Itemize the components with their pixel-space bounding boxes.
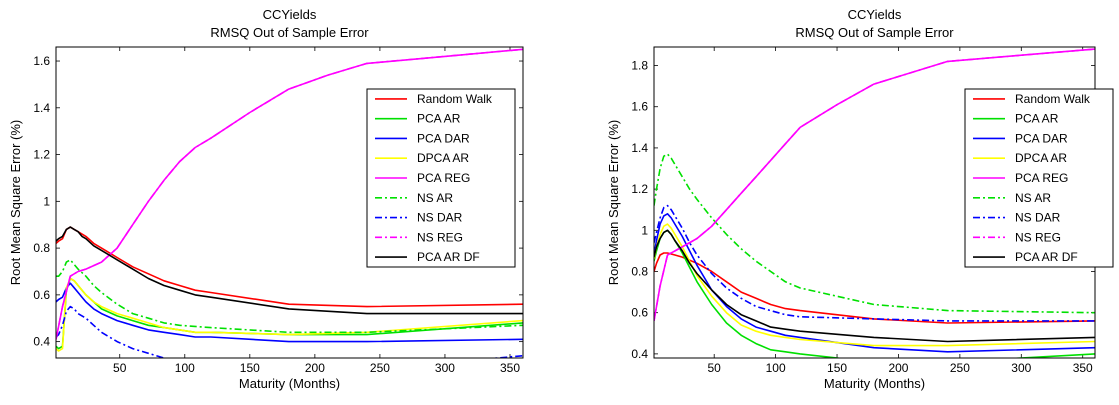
legend-label: NS AR: [417, 191, 453, 205]
y-tick-label: 0.6: [631, 306, 648, 320]
x-axis-label: Maturity (Months): [239, 376, 340, 391]
x-tick-label: 100: [766, 361, 786, 375]
y-tick-label: 1.2: [631, 182, 648, 196]
chart-subtitle: RMSQ Out of Sample Error: [210, 25, 369, 40]
series-line-ns-reg: [654, 48, 1095, 322]
y-tick-label: 0.4: [631, 347, 648, 361]
x-tick-label: 50: [708, 361, 722, 375]
x-tick-label: 150: [240, 361, 260, 375]
series-group: [56, 48, 523, 358]
legend-label: PCA AR: [1015, 112, 1059, 126]
series-line-ns-ar: [56, 258, 523, 334]
y-axis-label: Root Mean Square Error (%): [606, 120, 621, 285]
series-line-pca-ar-df: [654, 229, 1095, 343]
chart-subtitle: RMSQ Out of Sample Error: [795, 25, 954, 40]
x-tick-label: 300: [1011, 361, 1031, 375]
y-tick-label: 0.4: [33, 335, 50, 349]
legend-label: Random Walk: [417, 92, 493, 106]
chart-title: CCYields: [263, 7, 317, 22]
legend-label: PCA AR DF: [1015, 250, 1078, 264]
y-tick-label: 1.4: [631, 141, 648, 155]
x-tick-label: 100: [175, 361, 195, 375]
chart-panel-1: CCYields RMSQ Out of Sample Error 50 100 150…: [8, 7, 524, 391]
series-line-ns-dar: [56, 305, 523, 358]
series-line-pca-ar-df: [56, 226, 523, 315]
legend-label: PCA REG: [417, 171, 470, 185]
series-line-pca-reg: [56, 48, 523, 340]
x-tick-label: 250: [950, 361, 970, 375]
y-tick-label: 0.8: [631, 264, 648, 278]
legend-label: NS AR: [1015, 191, 1051, 205]
x-tick-label: 250: [370, 361, 390, 375]
series-line-pca-dar: [654, 213, 1095, 353]
legend: Random Walk PCA AR PCA DAR DPCA AR PCA REG NS…: [366, 88, 516, 268]
x-tick-label: 350: [1073, 361, 1093, 375]
x-tick-label: 300: [435, 361, 455, 375]
series-group: [654, 48, 1095, 358]
legend-label: PCA DAR: [1015, 131, 1068, 145]
legend-label: DPCA AR: [1015, 151, 1067, 165]
y-tick-label: 0.8: [33, 241, 50, 255]
legend-label: PCA REG: [1015, 171, 1068, 185]
y-tick-label: 1.6: [631, 100, 648, 114]
x-tick-label: 350: [500, 361, 520, 375]
legend-label: DPCA AR: [417, 151, 469, 165]
chart-panel-2: CCYields RMSQ Out of Sample Error 50 100 150…: [606, 7, 1114, 391]
y-tick-label: 1.8: [631, 59, 648, 73]
legend-label: PCA AR: [417, 112, 461, 126]
series-line-ns-dar: [654, 204, 1095, 322]
x-tick-label: 200: [888, 361, 908, 375]
legend-label: NS REG: [1015, 230, 1061, 244]
y-tick-label: 1: [43, 194, 50, 208]
y-axis-label: Root Mean Square Error (%): [8, 120, 23, 285]
y-tick-label: 1.4: [33, 101, 50, 115]
series-line-dpca-ar: [654, 223, 1095, 347]
x-axis-label: Maturity (Months): [824, 376, 925, 391]
x-tick-label: 200: [305, 361, 325, 375]
chart-title: CCYields: [848, 7, 902, 22]
legend-label: NS DAR: [417, 211, 463, 225]
legend-label: PCA AR DF: [417, 250, 480, 264]
legend-label: NS DAR: [1015, 211, 1061, 225]
series-line-random-walk: [654, 252, 1095, 324]
legend-label: Random Walk: [1015, 92, 1091, 106]
legend-label: PCA DAR: [417, 131, 470, 145]
y-tick-label: 0.6: [33, 288, 50, 302]
y-tick-label: 1: [641, 223, 648, 237]
y-tick-label: 1.6: [33, 54, 50, 68]
legend: Random Walk PCA AR PCA DAR DPCA AR PCA REG NS…: [964, 88, 1114, 268]
legend-label: NS REG: [417, 230, 463, 244]
axes-box: [55, 46, 524, 359]
x-tick-label: 150: [827, 361, 847, 375]
y-tick-label: 1.2: [33, 148, 50, 162]
x-tick-label: 50: [113, 361, 127, 375]
series-line-ns-ar: [654, 153, 1095, 314]
